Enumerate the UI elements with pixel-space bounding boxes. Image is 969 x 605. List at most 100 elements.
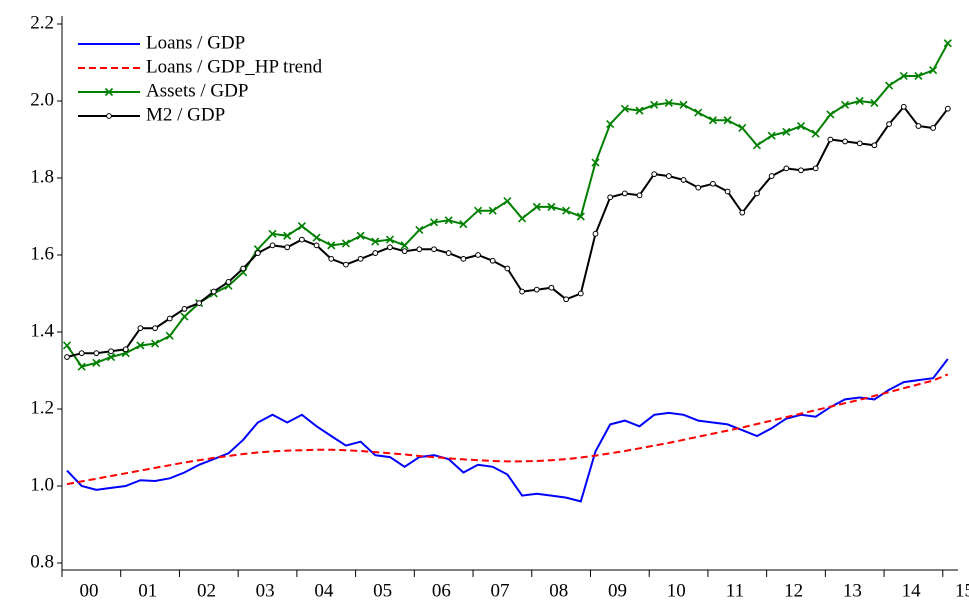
point-marker [650,100,659,109]
point-marker [254,250,261,256]
point-marker [489,257,496,264]
point-marker [710,180,716,187]
y-tick-label: 2.0 [30,89,54,110]
point-marker [387,244,393,251]
point-marker [621,190,628,197]
y-tick-label: 1.2 [30,397,54,418]
point-marker [312,233,321,242]
point-marker [855,96,864,106]
point-marker [665,173,672,179]
point-marker [313,242,320,249]
point-marker [62,341,72,350]
point-marker [473,206,483,215]
point-marker [811,129,820,138]
x-tick-label: 12 [784,580,803,601]
point-marker [357,255,364,262]
point-marker [283,231,292,240]
point-marker [576,212,585,221]
x-tick-label: 01 [138,580,157,601]
point-marker [328,255,335,262]
point-marker [78,350,85,357]
point-marker [108,348,114,355]
point-marker [136,341,145,350]
point-marker [431,246,437,253]
x-tick-label: 07 [491,580,510,601]
point-marker [754,190,760,197]
point-marker [180,312,189,321]
point-marker [137,325,144,332]
point-marker [445,250,452,256]
point-marker [77,362,86,371]
point-marker [563,296,570,303]
point-marker [680,177,687,183]
legend-label: M2 / GDP [146,104,225,125]
point-marker [930,125,937,131]
y-tick-label: 1.6 [30,243,54,264]
point-marker [562,206,571,215]
y-tick-label: 0.8 [30,551,54,572]
point-marker [298,236,305,243]
point-marker [268,229,277,238]
point-marker [944,105,951,112]
point-marker [64,354,70,360]
x-tick-label: 15 [955,580,969,601]
point-marker [768,173,775,179]
point-marker [532,202,541,211]
series-line [66,358,949,503]
point-marker [415,225,424,235]
series-line [66,373,949,486]
x-tick-label: 11 [726,580,744,601]
point-marker [695,184,702,191]
point-marker [122,346,129,353]
point-marker [93,350,100,357]
legend-label: Loans / GDP_HP trend [146,56,323,77]
point-marker [385,235,395,244]
point-marker [591,158,600,167]
x-tick-label: 03 [256,580,275,601]
point-marker [577,290,584,297]
point-marker [196,300,203,307]
point-marker [679,100,688,109]
x-tick-label: 14 [902,580,922,601]
point-marker [401,248,408,255]
point-marker [723,116,732,125]
point-marker [225,279,232,285]
point-marker [548,284,555,291]
point-marker [842,138,848,145]
x-tick-label: 05 [373,580,392,601]
point-marker [488,206,497,215]
point-marker [92,358,101,367]
point-marker [343,261,349,268]
point-marker [752,141,762,150]
point-marker [533,286,540,293]
point-marker [371,237,380,246]
point-marker [341,239,350,248]
point-marker [871,142,878,149]
point-marker [400,241,409,250]
point-marker [165,331,174,340]
x-tick-label: 13 [843,580,862,601]
point-marker [210,288,217,295]
point-marker [151,339,160,348]
y-tick-label: 1.8 [30,166,54,187]
legend-marker [106,113,112,119]
point-marker [782,127,791,136]
x-tick-label: 04 [314,580,334,601]
point-marker [152,325,158,332]
point-marker [518,214,527,223]
legend-label: Loans / GDP [146,32,245,53]
point-marker [106,352,116,362]
x-tick-label: 00 [80,580,99,601]
x-tick-label: 06 [432,580,451,601]
point-marker [460,255,467,262]
point-marker [767,131,776,140]
point-marker [812,165,819,172]
point-marker [547,202,556,211]
legend-marker [104,87,114,97]
x-tick-label: 02 [197,580,216,601]
x-tick-label: 10 [667,580,686,601]
point-marker [900,103,907,110]
y-tick-label: 1.4 [30,320,54,341]
point-marker [724,188,731,195]
